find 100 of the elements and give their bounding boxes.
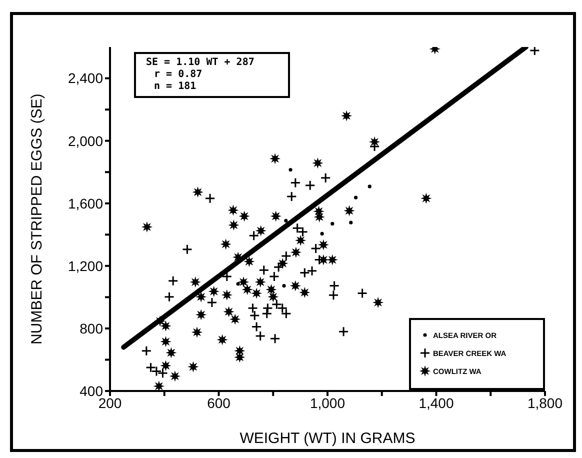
point: [204, 193, 216, 204]
point: [357, 288, 368, 299]
point: [224, 306, 234, 317]
point: [256, 277, 266, 287]
point: [206, 297, 218, 308]
point: [266, 284, 276, 294]
point: [244, 256, 254, 266]
point: [320, 172, 331, 184]
point: [160, 360, 171, 370]
point: [228, 220, 239, 230]
point: [354, 196, 358, 200]
point: [262, 302, 273, 314]
point: [329, 280, 340, 292]
point: [168, 276, 178, 286]
point: [280, 250, 292, 262]
point: [268, 271, 280, 282]
point: [318, 255, 328, 265]
point: [262, 308, 272, 319]
point: [236, 282, 240, 286]
point: [312, 158, 323, 168]
point: [255, 330, 266, 342]
point: [320, 232, 324, 236]
point: [221, 239, 231, 249]
point: [170, 371, 180, 381]
point: [344, 206, 354, 216]
point: [164, 292, 175, 302]
x-tick-label: 1,400: [418, 394, 454, 411]
point: [228, 205, 238, 216]
point: [234, 352, 244, 362]
x-tick-label: 1,800: [527, 394, 563, 411]
point: [314, 212, 324, 222]
point: [234, 346, 244, 356]
y-tick-label: 2,000: [68, 132, 104, 149]
point: [188, 362, 198, 372]
x-tick-label: 600: [207, 394, 231, 411]
point: [154, 381, 164, 391]
y-tick-label: 1,600: [68, 195, 104, 212]
y-tick-label: 2,400: [68, 70, 104, 86]
point: [288, 168, 292, 172]
annotation: r = 0.87: [153, 69, 204, 81]
point: [256, 226, 266, 236]
annotation: n = 181: [153, 81, 198, 93]
point: [299, 268, 310, 278]
point: [342, 111, 352, 121]
point: [284, 218, 288, 223]
y-axis-title: NUMBER OF STRIPPED EGGS (SE): [28, 94, 46, 344]
point: [270, 333, 280, 344]
point: [268, 292, 278, 302]
y-tick-label: 1,200: [68, 258, 104, 274]
point: [196, 292, 206, 302]
point: [306, 266, 318, 276]
point: [182, 244, 192, 255]
point: [222, 290, 232, 300]
point: [240, 211, 250, 221]
point: [291, 248, 301, 258]
point: [349, 220, 353, 224]
point: [193, 187, 203, 197]
point: [247, 302, 258, 314]
point: [258, 264, 270, 276]
point: [249, 310, 260, 321]
y-tick-label: 400: [80, 382, 104, 399]
y-tick-label: 800: [80, 320, 104, 336]
point: [251, 321, 262, 332]
point: [282, 284, 286, 288]
point: [273, 262, 284, 272]
point: [290, 280, 300, 291]
point: [190, 277, 200, 287]
point: [529, 47, 540, 56]
point: [141, 346, 152, 356]
point: [192, 327, 202, 338]
point: [290, 177, 301, 188]
point: [252, 288, 262, 298]
point: [330, 222, 334, 226]
point: [160, 321, 171, 331]
point: [310, 243, 322, 254]
point: [328, 290, 339, 300]
point: [304, 180, 316, 191]
point: [160, 336, 171, 346]
point: [209, 286, 219, 296]
point: [230, 314, 240, 324]
point: [278, 258, 288, 268]
point: [338, 326, 349, 337]
point: [300, 288, 310, 298]
x-tick-label: 1,000: [310, 394, 346, 411]
point: [270, 154, 280, 164]
point: [242, 284, 252, 294]
point: [373, 298, 383, 308]
point: [271, 211, 281, 221]
point: [217, 334, 228, 345]
point: [370, 137, 380, 147]
x-axis-title: WEIGHT (WT) IN GRAMS: [240, 430, 416, 447]
point: [421, 194, 431, 204]
point: [222, 271, 232, 282]
annotation: SE = 1.10 WT + 287: [146, 57, 256, 69]
point: [328, 255, 338, 265]
point: [286, 191, 297, 202]
point: [196, 310, 206, 320]
point: [368, 184, 372, 188]
point: [166, 348, 176, 358]
point: [238, 277, 248, 287]
